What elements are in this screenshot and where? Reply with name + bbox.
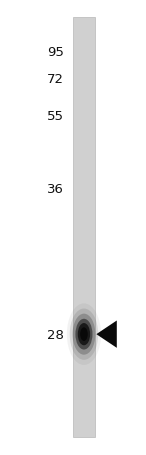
Text: 36: 36 bbox=[47, 182, 64, 195]
Text: 72: 72 bbox=[47, 73, 64, 86]
Text: 55: 55 bbox=[47, 110, 64, 122]
Polygon shape bbox=[96, 321, 117, 348]
Bar bbox=[73, 18, 95, 437]
Text: 28: 28 bbox=[47, 328, 64, 341]
Ellipse shape bbox=[80, 328, 88, 341]
Ellipse shape bbox=[73, 314, 95, 355]
Ellipse shape bbox=[78, 324, 90, 345]
Text: 95: 95 bbox=[47, 46, 64, 59]
Ellipse shape bbox=[75, 319, 92, 350]
Ellipse shape bbox=[70, 309, 98, 360]
Ellipse shape bbox=[67, 304, 101, 365]
